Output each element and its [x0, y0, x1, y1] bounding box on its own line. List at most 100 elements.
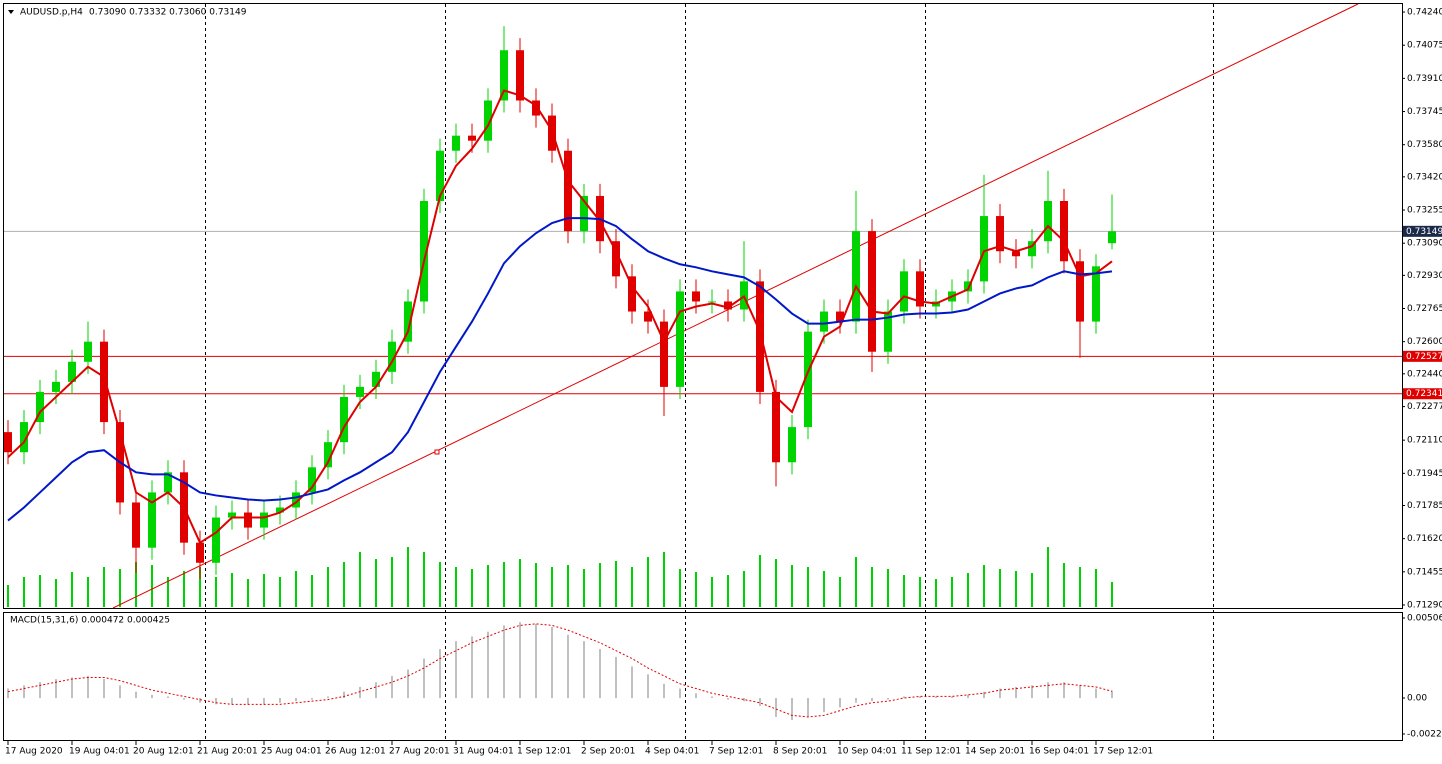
x-tick-label: 17 Aug 2020: [5, 747, 63, 757]
macd-bar: [903, 696, 905, 699]
volume-bar: [1079, 567, 1081, 607]
volume-bar: [967, 573, 969, 607]
volume-layer: [7, 547, 1113, 607]
macd-bar: [71, 677, 73, 699]
y-tick-label: 0.71620: [1407, 534, 1442, 544]
candle-body: [4, 432, 12, 453]
candle-body: [708, 301, 716, 303]
volume-bar: [775, 559, 777, 607]
macd-bar: [1015, 686, 1017, 699]
candle-body: [148, 492, 156, 548]
candle-body: [676, 291, 684, 387]
macd-bar: [1111, 690, 1113, 699]
volume-bar: [1095, 569, 1097, 607]
candle-body: [788, 427, 796, 463]
x-tick-label: 27 Aug 20:01: [389, 747, 450, 757]
macd-bar: [727, 698, 729, 700]
macd-bar: [487, 631, 489, 699]
volume-bar: [311, 575, 313, 607]
candle-body: [500, 50, 508, 101]
y-tick-label: 0.72600: [1407, 337, 1442, 347]
y-tick-label: 0.71290: [1407, 600, 1442, 610]
candle-body: [260, 512, 268, 528]
volume-bar: [103, 567, 105, 607]
y-tick-label: 0.73745: [1407, 107, 1442, 117]
macd-bar: [519, 622, 521, 699]
volume-bar: [695, 572, 697, 607]
macd-bar: [631, 666, 633, 699]
volume-bar: [919, 577, 921, 607]
candle-body: [452, 135, 460, 151]
candle-body: [644, 311, 652, 322]
macd-bar: [711, 696, 713, 699]
x-tick-label: 19 Aug 04:01: [69, 747, 130, 757]
macd-bar: [375, 682, 377, 699]
y-tick-label: 0.73910: [1407, 74, 1442, 84]
volume-bar: [391, 557, 393, 607]
macd-bar: [279, 698, 281, 703]
y-tick-label: 0.71455: [1407, 567, 1442, 577]
level-label-box: [1403, 350, 1442, 362]
y-tick-label: 0.71945: [1407, 469, 1442, 479]
x-tick-label: 31 Aug 04:01: [453, 747, 514, 757]
volume-bar: [375, 559, 377, 607]
volume-bar: [455, 567, 457, 607]
macd-bar: [663, 683, 665, 699]
candle-body: [1076, 261, 1084, 322]
candle-body: [1012, 251, 1020, 257]
volume-bar: [135, 562, 137, 607]
volume-bar: [23, 577, 25, 607]
volume-bar: [55, 579, 57, 607]
symbol-menu[interactable]: [8, 10, 14, 14]
candle-body: [724, 301, 732, 310]
candle-body: [196, 542, 204, 563]
volume-bar: [679, 569, 681, 607]
macd-bar: [103, 679, 105, 699]
macd-bar: [407, 669, 409, 699]
volume-bar: [231, 573, 233, 607]
macd-bar: [999, 688, 1001, 699]
macd-bar: [695, 693, 697, 699]
volume-bar: [407, 547, 409, 607]
volume-bar: [439, 562, 441, 607]
candle-body: [580, 195, 588, 232]
candle-body: [852, 231, 860, 322]
candle-body: [756, 281, 764, 392]
candle-body: [308, 467, 316, 493]
volume-bar: [279, 577, 281, 607]
macd-bar: [167, 696, 169, 699]
macd-bar: [343, 691, 345, 699]
candle-body: [628, 276, 636, 312]
macd-bar: [263, 698, 265, 705]
candle-body: [1092, 266, 1100, 322]
volume-bar: [647, 557, 649, 607]
macd-bar: [551, 626, 553, 699]
main-panel: [3, 3, 1403, 609]
macd-layer: [7, 622, 1113, 721]
candle-body: [324, 442, 332, 468]
candle-body: [420, 200, 428, 302]
macd-bar: [615, 656, 617, 699]
macd-bar: [359, 686, 361, 699]
macd-bar: [1031, 685, 1033, 699]
candle-body: [212, 517, 220, 563]
macd-bar: [247, 698, 249, 705]
candle-body: [1028, 241, 1036, 257]
volume-bar: [519, 559, 521, 607]
candle-body: [356, 386, 364, 397]
macd-bar: [807, 698, 809, 717]
candle-body: [52, 381, 60, 392]
x-tick-label: 16 Sep 04:01: [1029, 747, 1089, 757]
level-label-box: [1403, 388, 1442, 400]
candle-body: [532, 100, 540, 116]
candle-body: [612, 241, 620, 277]
volume-bar: [791, 565, 793, 607]
level-label: 0.72527: [1406, 352, 1442, 362]
volume-bar: [871, 567, 873, 607]
candle-body: [484, 100, 492, 141]
macd-bar: [855, 698, 857, 703]
volume-bar: [183, 571, 185, 607]
volume-bar: [983, 565, 985, 607]
volume-bar: [743, 571, 745, 607]
